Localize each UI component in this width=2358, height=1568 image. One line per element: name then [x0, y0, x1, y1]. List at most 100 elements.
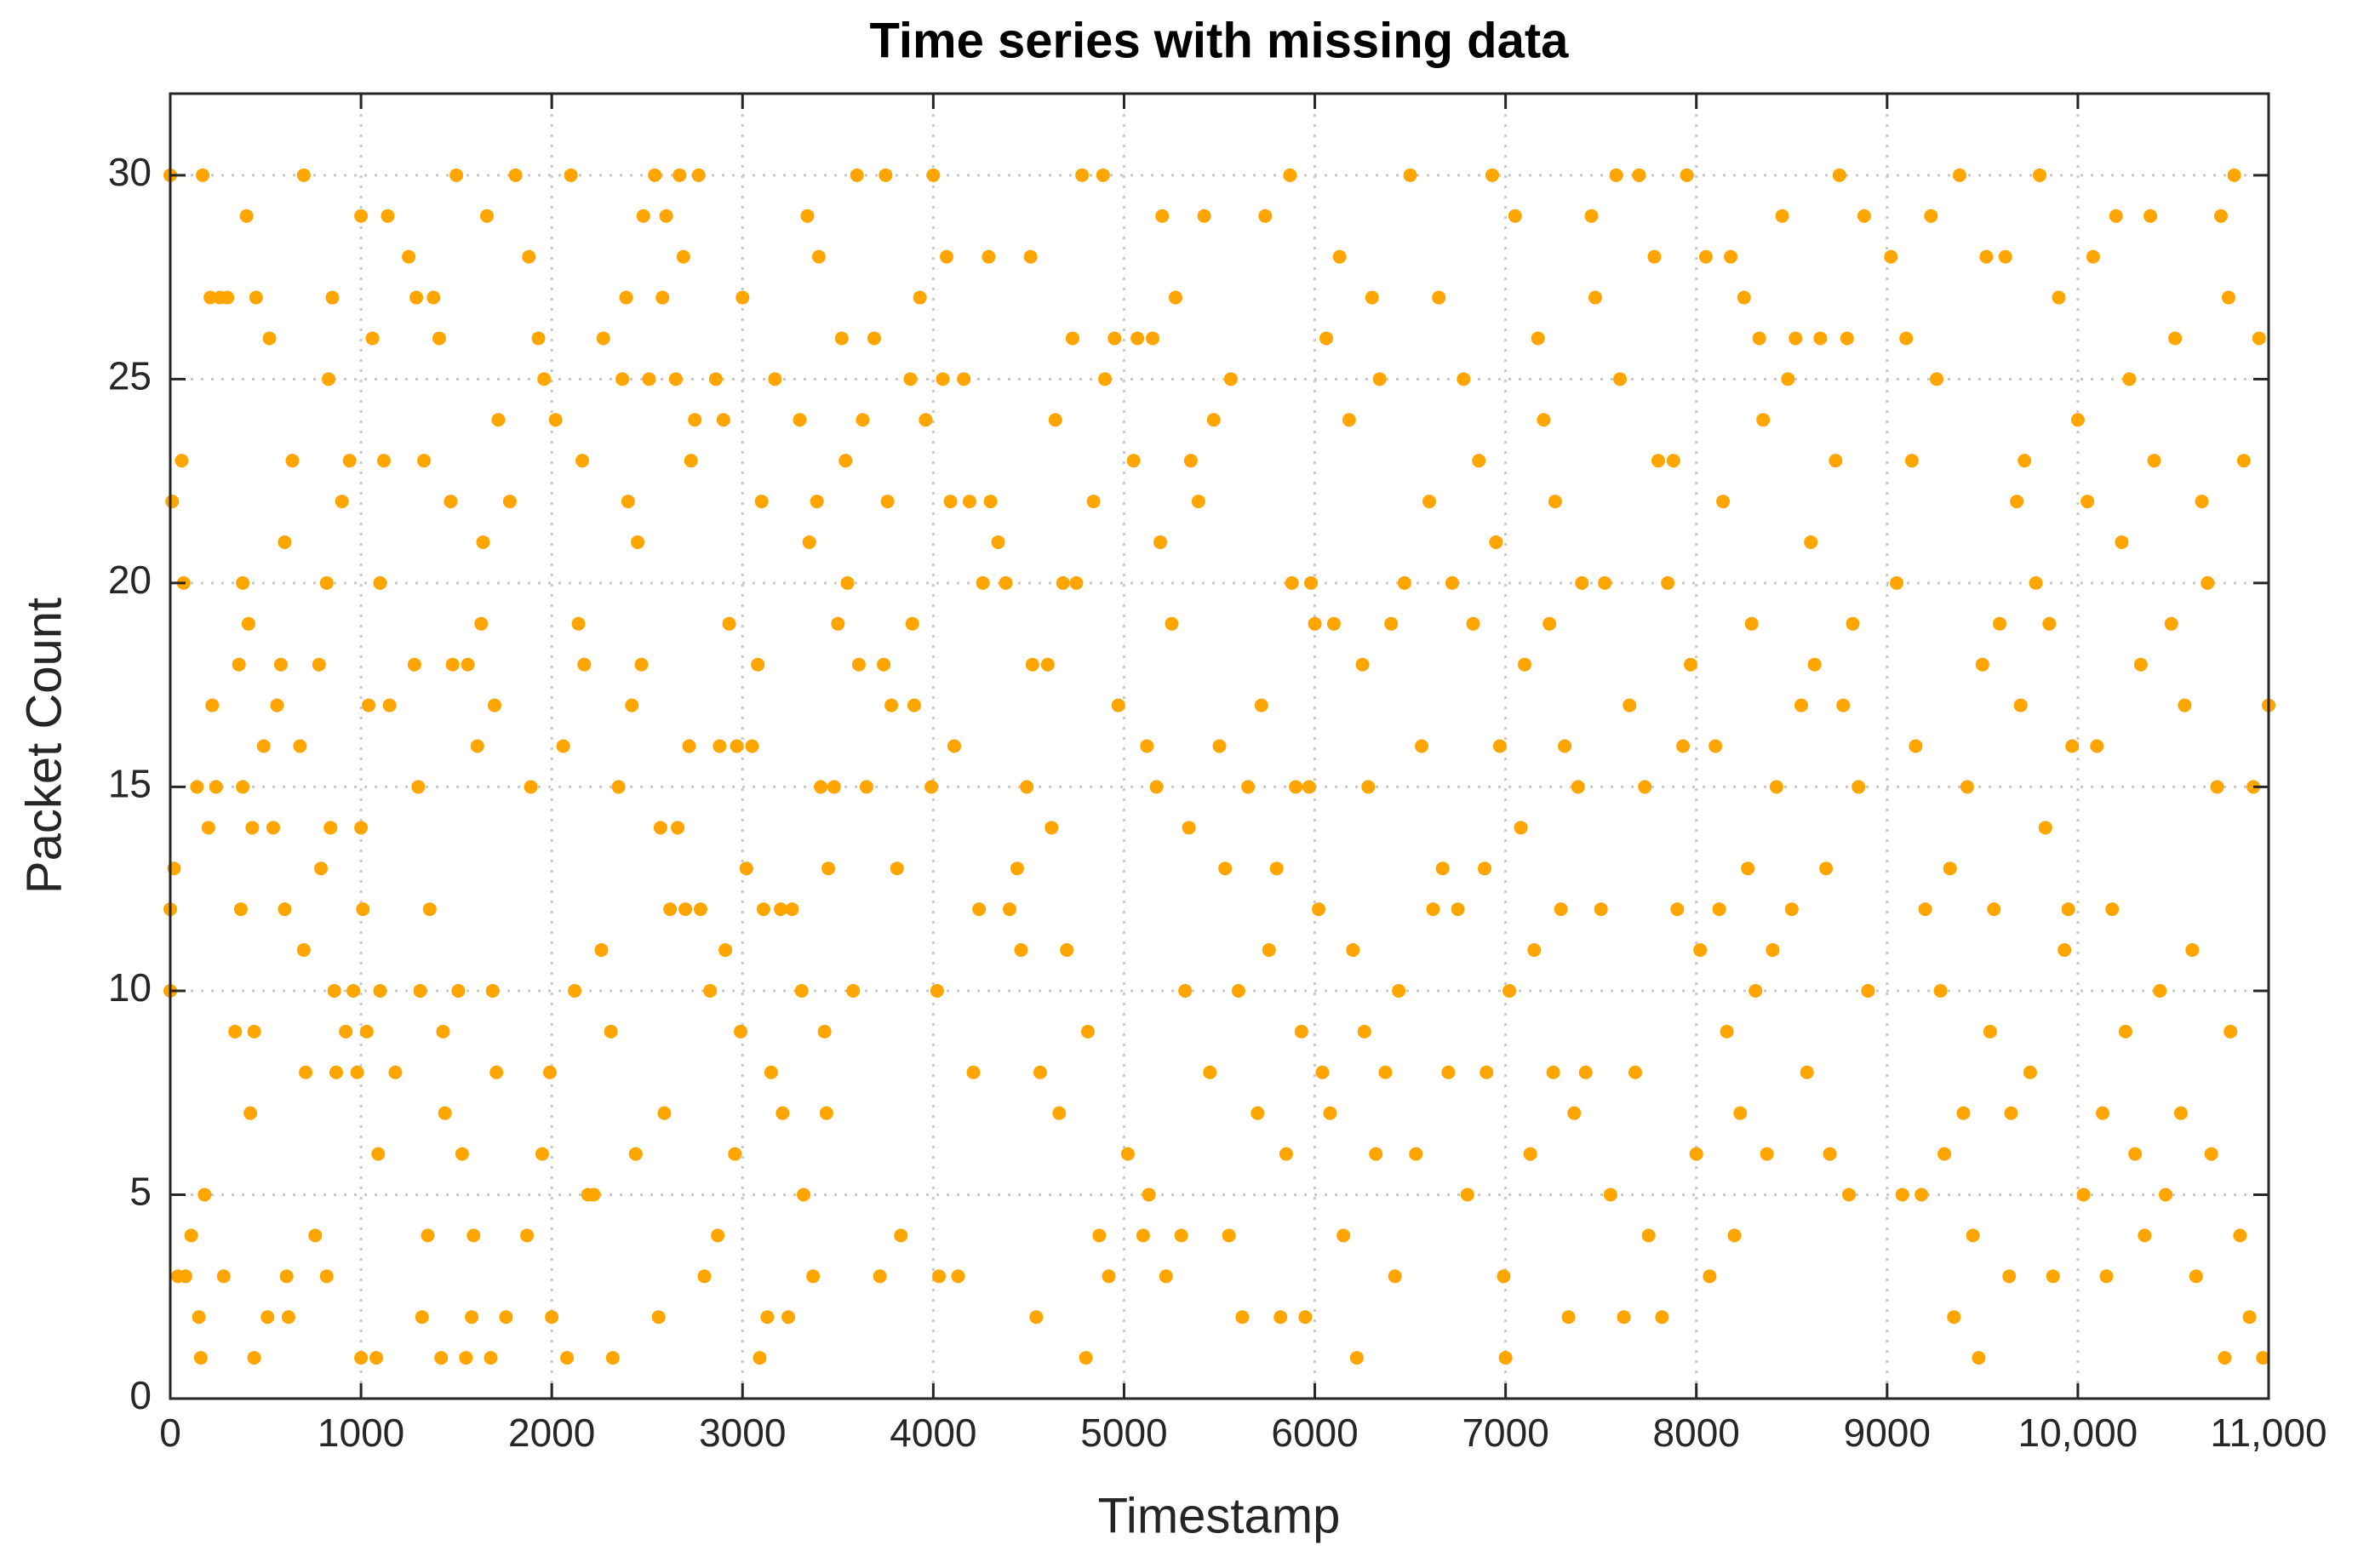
data-point — [1332, 249, 1347, 264]
data-point — [278, 902, 292, 917]
data-point — [470, 739, 484, 753]
data-point — [827, 780, 841, 794]
data-point — [1829, 454, 1843, 468]
data-point — [2204, 1147, 2218, 1161]
data-point — [545, 1310, 559, 1325]
data-point — [951, 1269, 965, 1284]
data-point — [867, 331, 881, 346]
x-tick-label: 1000 — [318, 1411, 404, 1455]
data-point — [764, 1065, 778, 1079]
data-point — [1784, 902, 1799, 917]
data-point — [241, 616, 255, 631]
data-point — [2042, 616, 2057, 631]
data-point — [1159, 1269, 1173, 1284]
data-point — [1947, 1310, 1961, 1325]
data-point — [631, 535, 645, 549]
data-point — [1813, 331, 1828, 346]
data-point — [983, 495, 998, 509]
data-point — [1262, 943, 1276, 958]
data-point — [350, 1065, 364, 1079]
data-point — [1369, 1147, 1383, 1161]
data-point — [2029, 575, 2043, 590]
data-point — [1914, 1187, 1929, 1202]
data-point — [663, 902, 678, 917]
data-point — [1537, 413, 1551, 427]
data-point — [2128, 1147, 2143, 1161]
data-point — [1548, 495, 1562, 509]
data-point — [1223, 372, 1238, 386]
data-point — [846, 983, 861, 998]
data-point — [426, 290, 441, 305]
data-point — [1689, 1147, 1703, 1161]
data-point — [651, 1310, 666, 1325]
data-point — [1102, 1269, 1116, 1284]
data-point — [1312, 902, 1326, 917]
data-point — [811, 249, 826, 264]
data-point — [1748, 983, 1763, 998]
data-point — [409, 290, 424, 305]
data-point — [1575, 575, 1589, 590]
data-point — [524, 780, 538, 794]
data-point — [1003, 902, 1016, 917]
data-point — [371, 1147, 386, 1161]
data-point — [484, 1351, 498, 1365]
data-point — [417, 454, 432, 468]
data-point — [2242, 1310, 2257, 1325]
data-point — [1435, 861, 1450, 876]
x-tick-label: 0 — [159, 1411, 181, 1455]
data-point — [2227, 168, 2241, 182]
data-point — [957, 372, 971, 386]
data-point — [479, 209, 494, 223]
data-point — [455, 1147, 469, 1161]
data-point — [615, 372, 630, 386]
data-point — [1909, 739, 1923, 753]
x-tick-label: 4000 — [890, 1411, 976, 1455]
data-point — [819, 1106, 833, 1120]
data-point — [491, 413, 506, 427]
data-point — [1403, 168, 1417, 182]
data-point — [1661, 575, 1675, 590]
data-point — [653, 821, 667, 835]
y-tick-label: 5 — [129, 1170, 152, 1214]
data-point — [587, 1187, 601, 1202]
data-point — [1069, 575, 1084, 590]
data-point — [1594, 902, 1608, 917]
data-point — [438, 1106, 452, 1120]
y-tick-label: 0 — [129, 1373, 152, 1417]
data-point — [281, 1310, 295, 1325]
data-point — [2004, 1106, 2018, 1120]
data-point — [329, 1065, 343, 1079]
data-point — [932, 1269, 947, 1284]
data-point — [323, 821, 338, 835]
data-point — [840, 575, 855, 590]
data-point — [1388, 1269, 1402, 1284]
data-point — [943, 495, 958, 509]
data-point — [1703, 1269, 1717, 1284]
data-point — [1466, 616, 1480, 631]
data-point — [2201, 575, 2215, 590]
data-point — [1269, 861, 1284, 876]
data-point — [296, 168, 311, 182]
data-point — [1890, 575, 1904, 590]
data-point — [760, 1310, 775, 1325]
data-point — [611, 780, 626, 794]
data-point — [1987, 902, 2001, 917]
data-point — [1741, 861, 1755, 876]
data-point — [1460, 1187, 1474, 1202]
y-tick-label: 30 — [108, 150, 152, 194]
data-point — [1598, 575, 1612, 590]
data-point — [1666, 454, 1680, 468]
data-point — [851, 657, 866, 672]
data-point — [1628, 1065, 1643, 1079]
data-point — [1040, 657, 1055, 672]
data-point — [625, 698, 639, 712]
plot-frame — [169, 92, 2270, 1400]
data-point — [1518, 657, 1532, 672]
data-point — [691, 168, 706, 182]
data-point — [266, 821, 281, 835]
data-point — [856, 413, 870, 427]
data-point — [243, 1106, 258, 1120]
data-point — [278, 535, 292, 549]
data-point — [879, 168, 893, 182]
data-point — [260, 1310, 275, 1325]
